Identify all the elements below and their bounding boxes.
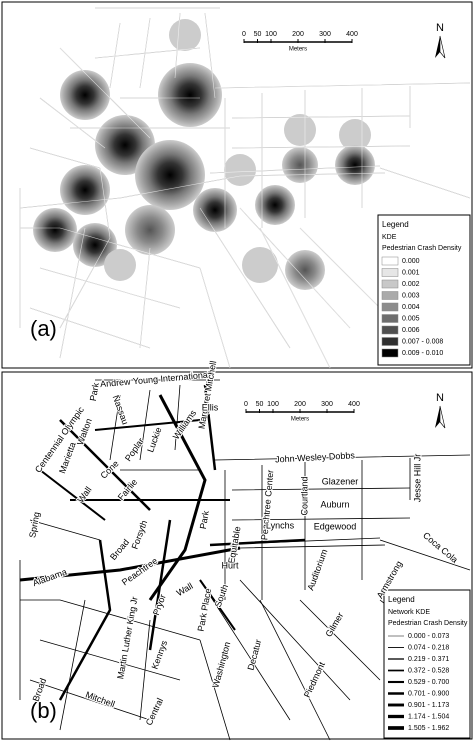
legend-label: 0.701 - 0.900 [408, 690, 449, 697]
street-label: Coca Cola [421, 530, 460, 565]
north-arrow [435, 36, 440, 58]
street-label: Peachtree [120, 556, 159, 588]
street-label: Park [88, 381, 101, 401]
north-arrow [435, 406, 440, 428]
street-label: Forsyth [130, 519, 150, 551]
legend-label: 0.529 - 0.700 [408, 679, 449, 686]
street-label: Edgewood [314, 521, 357, 531]
panel-frame [1, 371, 473, 740]
scale-label: 0 [242, 31, 246, 38]
street-label: Jesse Hill Jr [412, 454, 422, 503]
scale-label: 0 [244, 401, 248, 408]
street-label: Piedmont [302, 660, 327, 699]
street-label: Nassau [111, 394, 131, 426]
street-label: Andrew Young International [100, 370, 211, 390]
legend-label: 0.007 - 0.008 [402, 338, 443, 345]
legend-label: 1.174 - 1.504 [408, 713, 449, 720]
legend-layer: Network KDE [388, 609, 430, 616]
street-label: Hurt [221, 560, 239, 570]
north-arrow [439, 35, 446, 59]
legend-swatch [381, 314, 399, 323]
legend-swatch [381, 348, 399, 358]
legend-box [383, 589, 471, 739]
street-label: Washington [210, 641, 232, 689]
scale-label: 100 [265, 31, 277, 38]
legend-label: 0.004 [402, 304, 420, 311]
legend-swatch [381, 325, 399, 335]
density-surface [33, 19, 375, 290]
legend-label: 0.000 - 0.073 [408, 633, 449, 640]
legend-label: 1.505 - 1.962 [408, 725, 449, 732]
street-label: Mitchell [84, 689, 116, 709]
street-label: Spring [27, 511, 41, 538]
legend-label: 0.372 - 0.528 [408, 667, 449, 674]
scale-label: 200 [292, 31, 304, 38]
scale-label: 400 [348, 401, 360, 408]
street-label: Auburn [320, 499, 349, 509]
street-label: Alabama [31, 567, 68, 589]
legend-swatch [381, 291, 399, 300]
scale-label: 50 [256, 401, 264, 408]
street-label: Wall [175, 581, 195, 598]
panel-label: (a) [30, 316, 57, 341]
scale-label: 50 [254, 31, 262, 38]
legend-label: 0.006 [402, 327, 420, 334]
legend-field: Pedestrian Crash Density [388, 620, 468, 627]
legend-label: 0.005 [402, 315, 420, 322]
street-label: Ellis [202, 402, 219, 412]
street-label: Luckie [145, 426, 163, 454]
high-density-streets [19, 384, 306, 701]
street-label: Equitable [226, 526, 242, 565]
scale-label: 300 [319, 31, 331, 38]
scale-label: 300 [321, 401, 333, 408]
street-label: Glazener [322, 476, 359, 486]
scale-label: 100 [267, 401, 279, 408]
legend-title: Legend [388, 595, 415, 604]
north-arrow [439, 405, 446, 429]
legend-swatch [381, 302, 399, 312]
street-label: Courtland [299, 476, 309, 515]
legend-swatch [381, 279, 399, 289]
legend-label: 0.000 [402, 258, 420, 265]
legend-swatch [381, 268, 399, 277]
annotations: (a)N0 50 100 200 300 400MetersLegendKDEPedest… [26, 22, 471, 739]
scale-unit: Meters [289, 47, 307, 53]
scale-label: 400 [346, 31, 358, 38]
panel-frame [1, 1, 473, 369]
street-label: Central [144, 696, 165, 727]
scale-label: 200 [294, 401, 306, 408]
legend-label: 0.003 [402, 292, 420, 299]
panel-label: (b) [30, 698, 57, 723]
street-label: John Wesley Dobbs [275, 450, 356, 464]
legend-label: 0.002 [402, 281, 420, 288]
north-label: N [436, 392, 444, 404]
legend-label: 0.219 - 0.371 [408, 656, 449, 663]
scale-unit: Meters [291, 417, 309, 423]
street-label: Poplar [123, 436, 146, 463]
street-label: Gilmer [324, 611, 346, 639]
street-label: South [213, 583, 230, 609]
legend-label: 0.009 - 0.010 [402, 350, 443, 357]
street-label: Auditorium [305, 548, 329, 592]
street-label: Park [198, 509, 211, 529]
legend-swatch [381, 337, 399, 346]
legend-title: Legend [382, 220, 409, 229]
street-label: Park Place [196, 588, 213, 633]
street-label: Wall [75, 485, 93, 505]
street-label: Kennys [150, 639, 170, 671]
north-label: N [436, 22, 444, 34]
legend-layer: KDE [382, 234, 397, 241]
legend-label: 0.901 - 1.173 [408, 702, 449, 709]
legend-field: Pedestrian Crash Density [382, 245, 462, 252]
legend-label: 0.074 - 0.218 [408, 644, 449, 651]
street-label: Broad [108, 537, 131, 562]
legend-swatch [381, 256, 399, 266]
street-label: Lynchs [266, 520, 295, 530]
legend-label: 0.001 [402, 269, 420, 276]
